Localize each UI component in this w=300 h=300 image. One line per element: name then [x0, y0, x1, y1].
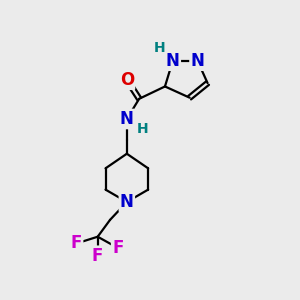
Text: N: N — [166, 52, 180, 70]
Text: H: H — [137, 122, 148, 136]
Text: O: O — [120, 71, 134, 89]
Text: N: N — [120, 110, 134, 128]
Text: F: F — [112, 239, 124, 257]
Text: N: N — [190, 52, 204, 70]
Text: N: N — [120, 193, 134, 211]
Text: H: H — [154, 41, 165, 55]
Text: F: F — [92, 247, 103, 265]
Text: F: F — [71, 235, 82, 253]
